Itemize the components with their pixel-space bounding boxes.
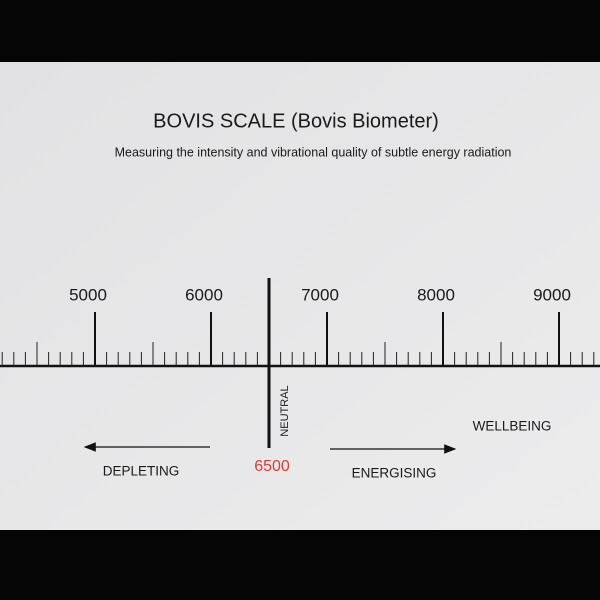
tick-label: 9000 (533, 285, 571, 304)
tick-label: 7000 (301, 285, 339, 304)
neutral-label: NEUTRAL (279, 385, 291, 436)
tick-label: 5000 (69, 285, 107, 304)
subtitle: Measuring the intensity and vibrational … (115, 145, 512, 159)
tick-label: 6000 (185, 285, 223, 304)
depleting-label: DEPLETING (103, 464, 180, 479)
neutral-value: 6500 (254, 458, 290, 475)
card (0, 62, 600, 530)
energising-label: ENERGISING (352, 466, 437, 481)
tick-label: 8000 (417, 285, 455, 304)
wellbeing-label: WELLBEING (473, 419, 552, 434)
title: BOVIS SCALE (Bovis Biometer) (153, 110, 439, 132)
